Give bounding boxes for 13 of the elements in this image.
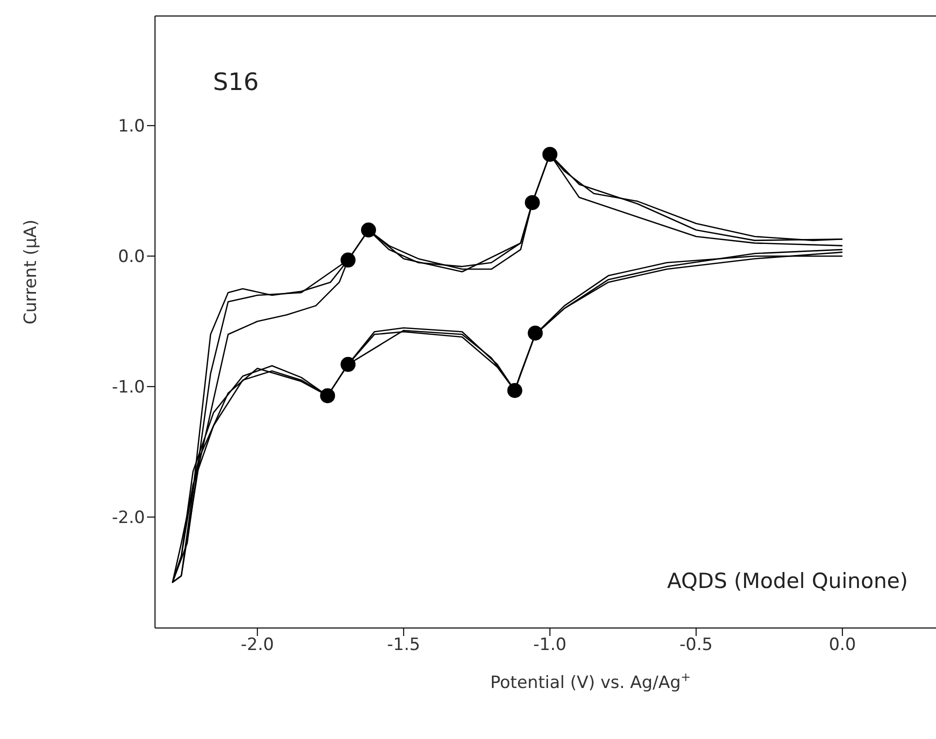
x-tick-label: -2.0 [240,635,274,656]
y-tick-label: 0.0 [118,247,145,268]
y-axis-title: Current (µA) [21,220,41,324]
annotation: AQDS (Model Quinone) [667,569,908,593]
x-tick-label: -0.5 [680,635,713,656]
y-tick-label: -2.0 [112,508,145,528]
x-axis-title: Potential (V) vs. Ag/Ag$^{+}$ [490,670,691,693]
annotation: S16 [213,68,259,96]
x-tick-label: -1.0 [533,635,566,656]
y-tick-label: 1.0 [118,116,145,137]
x-tick-label: 0.0 [828,635,856,656]
y-tick-label: -1.0 [112,378,145,398]
x-tick-label: -1.5 [387,635,420,656]
